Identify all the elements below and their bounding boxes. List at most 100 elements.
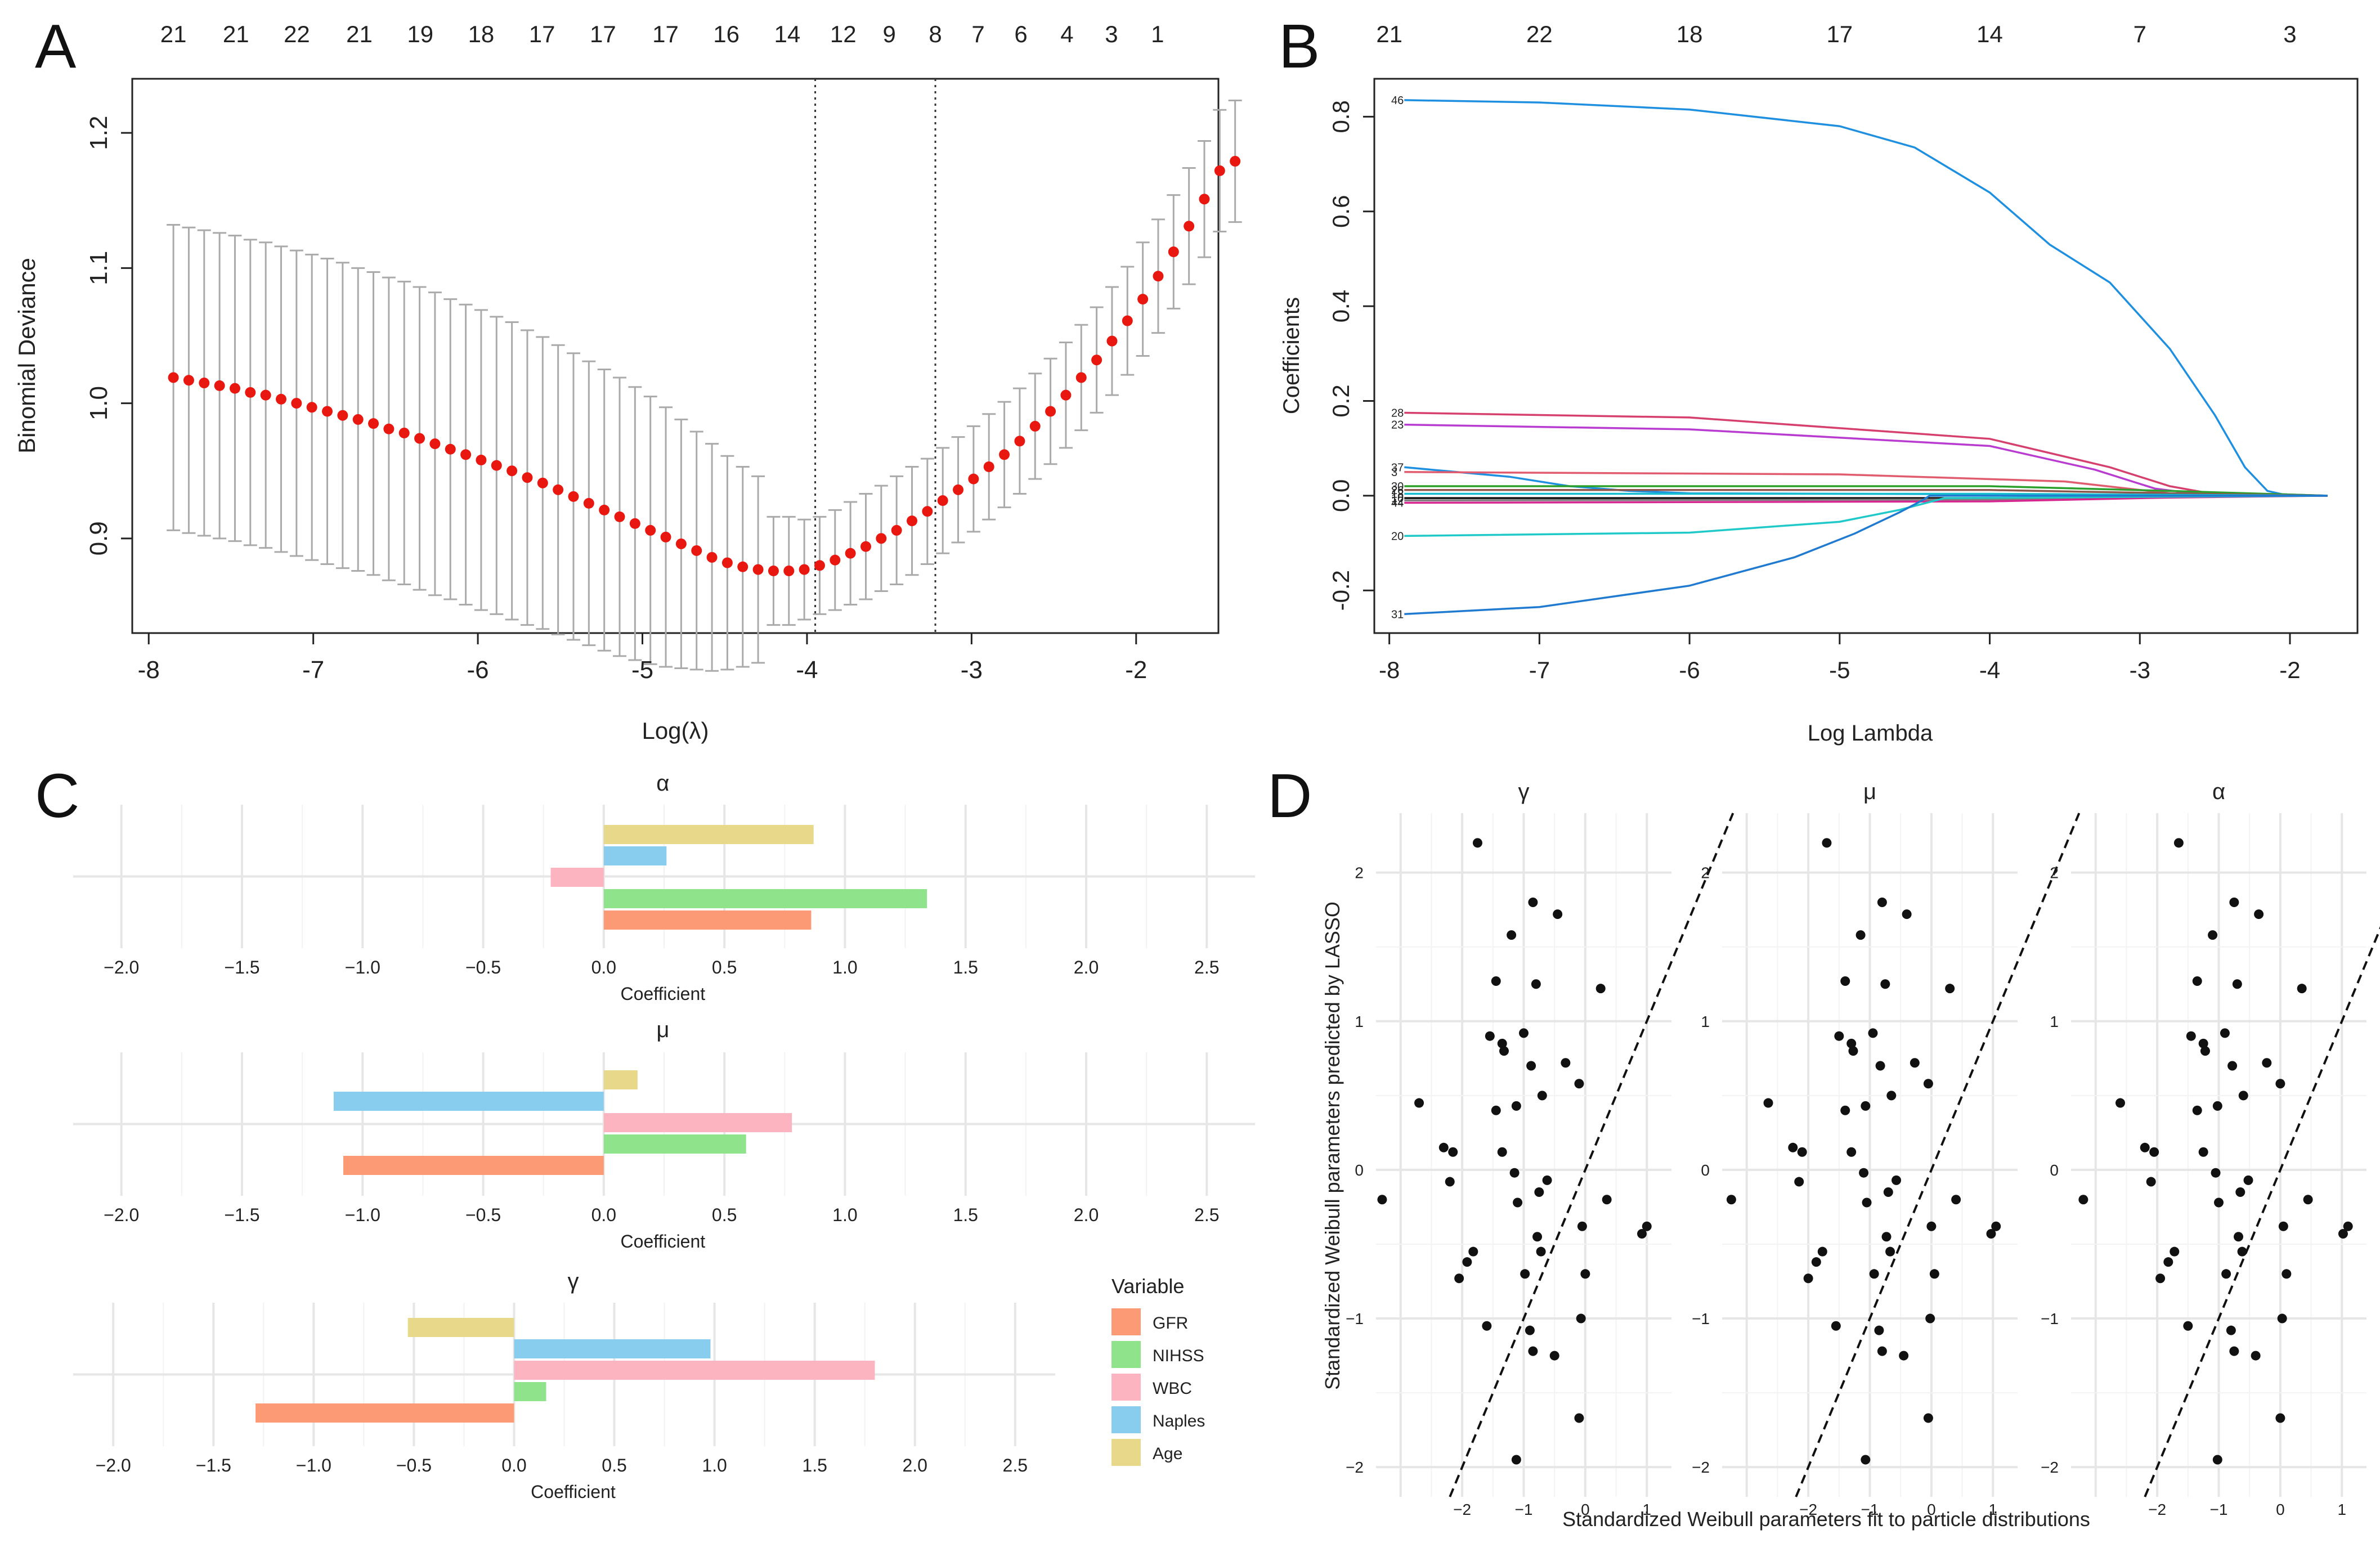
data-point [1454, 1273, 1464, 1284]
x-tick-label: 0.0 [501, 1455, 526, 1475]
data-point [1899, 1351, 1909, 1361]
data-point [2237, 1246, 2247, 1257]
data-point [1846, 1038, 1857, 1048]
x-tick-label: −0.5 [465, 1205, 501, 1225]
legend-label: NIHSS [1153, 1347, 1204, 1365]
x-tick-label: 2.5 [1194, 1205, 1219, 1225]
data-point [1472, 838, 1482, 848]
deviance-point [783, 565, 795, 576]
deviance-point [860, 541, 871, 552]
gamma-coefficient-chart: −2.0 −1.5 −1.0 −0.5 0.0 0.5 1.0 1.5 2.0 2.5 Coeffi… [73, 1269, 1055, 1502]
top-axis-label: 21 [223, 21, 249, 47]
deviance-point [721, 557, 733, 568]
data-point [1788, 1142, 1798, 1152]
data-point [1925, 1313, 1935, 1324]
legend-swatch-gfr [1111, 1308, 1141, 1335]
data-point [1519, 1028, 1529, 1038]
deviance-point [168, 372, 179, 383]
panel-label-a: A [35, 12, 77, 81]
top-axis-label: 9 [882, 21, 895, 47]
legend-swatch-age [1111, 1439, 1141, 1466]
data-point [1886, 1091, 1897, 1101]
data-point [1536, 1246, 1546, 1257]
data-point [1462, 1257, 1472, 1267]
deviance-point [1230, 156, 1241, 167]
coefficient-path [1404, 495, 2328, 537]
x-tick-label: −1 [2210, 1501, 2228, 1518]
deviance-point [830, 554, 841, 566]
data-point [2262, 1058, 2272, 1068]
deviance-point [968, 473, 979, 485]
data-point [2186, 1031, 2196, 1041]
top-axis-label: 21 [160, 21, 187, 47]
data-point [1574, 1413, 1584, 1423]
y-tick-label: 1.1 [85, 251, 113, 285]
data-point [2198, 1038, 2208, 1048]
x-tick-label: −2.0 [96, 1455, 131, 1475]
data-point [1991, 1221, 2001, 1231]
top-axis-label: 18 [1677, 21, 1703, 47]
data-point [1822, 838, 1832, 848]
top-axis-label: 14 [774, 21, 800, 47]
deviance-point [1014, 436, 1025, 447]
data-point [2226, 1325, 2236, 1335]
deviance-point [876, 533, 887, 544]
deviance-point [522, 472, 533, 483]
deviance-point [291, 398, 302, 409]
data-point [1526, 1061, 1536, 1071]
data-point [1534, 1187, 1544, 1197]
deviance-point [907, 515, 918, 527]
x-tick-label: -6 [467, 656, 489, 684]
deviance-point [983, 461, 994, 472]
top-axis-label: 19 [407, 21, 433, 47]
x-tick-label: −1.0 [345, 957, 380, 977]
data-point [1945, 984, 1955, 994]
data-point [2251, 1351, 2261, 1361]
y-tick-label: 0.0 [1328, 479, 1354, 512]
x-tick-label: -8 [1379, 657, 1400, 683]
facet-panel: μ −2 −1 0 1 −2 −1 0 1 2 [1692, 779, 2081, 1518]
legend: Variable GFR NIHSS WBC Naples Age [1111, 1275, 1205, 1466]
y-tick-label: 2 [1701, 864, 1710, 882]
y-tick-label: 0.6 [1328, 195, 1354, 228]
deviance-point [352, 414, 364, 425]
deviance-point [752, 564, 764, 575]
deviance-point [199, 378, 210, 389]
data-point [2297, 984, 2307, 994]
path-label: 46 [1391, 95, 1404, 107]
data-point [1951, 1195, 1961, 1205]
x-tick-label: 1.5 [953, 957, 978, 977]
facet-title: μ [656, 1017, 669, 1042]
x-tick-label: −2.0 [104, 957, 139, 977]
data-point [2275, 1079, 2285, 1089]
top-axis-label: 21 [1376, 21, 1402, 47]
x-tick-label: -5 [631, 656, 653, 684]
data-point [2227, 1061, 2238, 1071]
deviance-point [1029, 420, 1041, 432]
deviance-point [891, 524, 902, 536]
x-tick-label: 0.0 [591, 1205, 616, 1225]
x-tick-label: 0 [1927, 1501, 1936, 1518]
data-point [1491, 976, 1501, 986]
x-tick-label: 1 [1642, 1501, 1651, 1518]
coefficient-bar-gfr [603, 910, 812, 930]
data-point [1468, 1246, 1478, 1257]
y-tick-label: 0 [1355, 1161, 1364, 1179]
data-point [1859, 1168, 1869, 1178]
panel-label-c: C [35, 761, 79, 831]
top-axis-label: 17 [652, 21, 679, 47]
data-point [1507, 930, 1517, 940]
data-point [1642, 1221, 1652, 1231]
data-point [1537, 1091, 1547, 1101]
data-point [1811, 1257, 1821, 1267]
x-tick-label: 2.0 [1074, 1205, 1099, 1225]
y-axis-label: Binomial Deviance [14, 258, 40, 454]
x-tick-label: 1 [2337, 1501, 2346, 1518]
path-label: 23 [1391, 419, 1404, 432]
data-point [1923, 1079, 1933, 1089]
data-point [1637, 1228, 1647, 1239]
alpha-coefficient-chart: −2.0 −1.5 −1.0 −0.5 0.0 0.5 1.0 1.5 2.0 2.5 Coeffi… [73, 771, 1255, 1004]
deviance-point [553, 484, 564, 495]
coefficient-bar-age [407, 1318, 514, 1337]
